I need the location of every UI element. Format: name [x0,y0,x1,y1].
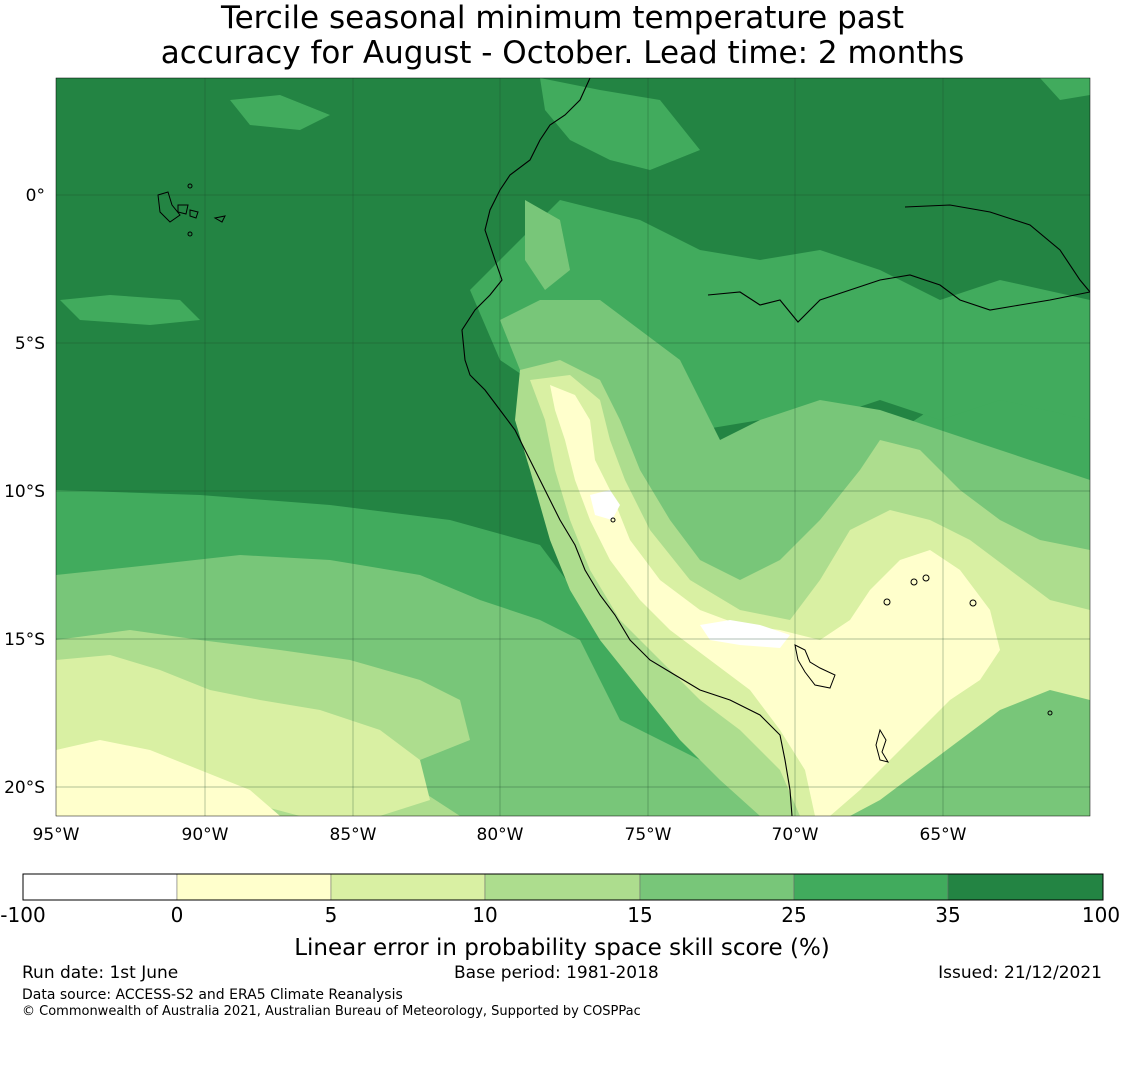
skill-region-0-5-south [56,740,280,816]
lon-tick-labels: 95°W 90°W 85°W 80°W 75°W 70°W 65°W [33,825,967,845]
lon-tick-95w: 95°W [33,825,80,845]
lon-tick-90w: 90°W [182,825,229,845]
skill-field [56,78,1090,816]
lat-tick-20s: 20°S [4,778,45,798]
colorbar-tick-label: 35 [935,903,960,927]
lon-tick-70w: 70°W [772,825,819,845]
map-frame [55,77,1091,817]
colorbar: -100 0 5 10 15 25 35 100 Linear error in… [0,873,1120,961]
issued-date: Issued: 21/12/2021 [938,963,1102,983]
colorbar-frame [22,873,1104,901]
colorbar-tick-label: -100 [0,903,45,927]
colorbar-segment-6 [947,873,1104,901]
gridlines [56,78,1090,816]
lat-tick-10s: 10°S [4,482,45,502]
lat-tick-labels: 0° 5°S 10°S 15°S 20°S [4,186,45,798]
river-north [904,204,1090,293]
colorbar-tick-label: 25 [781,903,806,927]
map-title-line-2: accuracy for August - October. Lead time… [160,35,965,71]
lat-tick-5s: 5°S [15,334,45,354]
lon-tick-80w: 80°W [477,825,524,845]
colorbar-tick-label: 0 [171,903,184,927]
colorbar-segment-3 [484,873,641,901]
skill-region-below-0 [590,490,620,520]
copyright: © Commonwealth of Australia 2021, Austra… [22,1004,641,1019]
colorbar-segment-1 [176,873,332,901]
lat-tick-0: 0° [26,186,45,206]
map-title-line-1: Tercile seasonal minimum temperature pas… [220,0,905,36]
skill-region-15-25-andes-north [525,200,570,290]
colorbar-tick-label: 100 [1082,903,1120,927]
skill-region-below-0-south [700,620,790,648]
colorbar-segment-5 [793,873,949,901]
colorbar-segment-4 [639,873,795,901]
skill-region-25-35-west [60,295,200,325]
colorbar-segment-2 [330,873,486,901]
colorbar-segment-0 [22,873,178,901]
lake-titicaca [794,644,836,689]
lon-tick-85w: 85°W [330,825,377,845]
colorbar-tick-labels: -100 0 5 10 15 25 35 100 [0,903,1120,927]
base-period: Base period: 1981-2018 [454,963,659,983]
lat-tick-15s: 15°S [4,630,45,650]
coastline [461,78,793,816]
lon-tick-75w: 75°W [625,825,672,845]
river [707,274,1090,323]
skill-region-25-35-north [540,78,700,170]
skill-region-0-5 [550,385,1000,816]
colorbar-label: Linear error in probability space skill … [294,935,830,961]
skill-region-25-35-topright [1040,78,1090,100]
colorbar-tick-label: 15 [627,903,652,927]
run-date: Run date: 1st June [22,963,179,983]
colorbar-tick-label: 5 [325,903,338,927]
galapagos-islands [157,183,226,237]
small-lakes [610,517,1053,763]
lon-tick-65w: 65°W [920,825,967,845]
skill-region-5-10-andes [530,375,1090,816]
skill-region-25-35-topleft [230,95,330,130]
data-source: Data source: ACCESS-S2 and ERA5 Climate … [22,987,403,1003]
colorbar-tick-label: 10 [472,903,497,927]
